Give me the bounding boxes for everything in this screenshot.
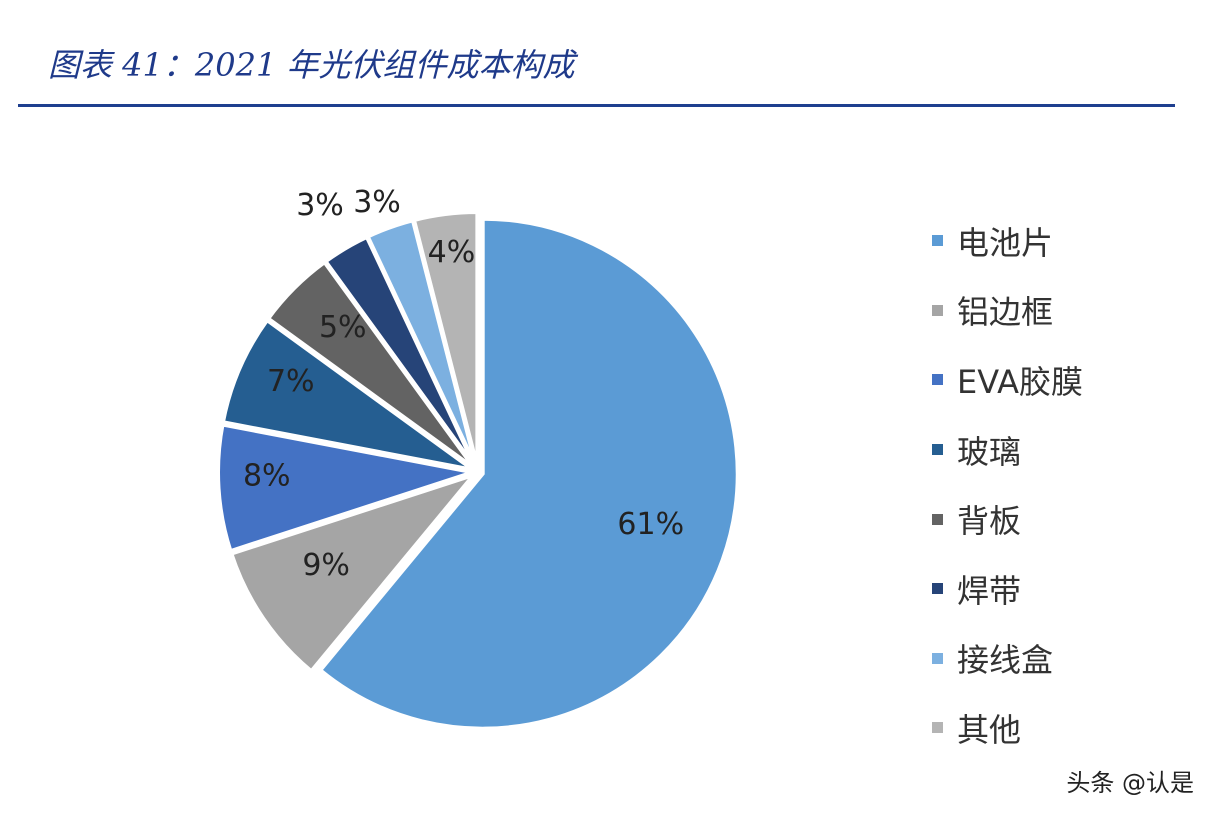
chart-title: 图表 41：2021 年光伏组件成本构成: [48, 46, 575, 84]
data-label-2: 8%: [243, 458, 291, 493]
legend-item: 玻璃: [932, 415, 1083, 485]
title-divider: [18, 104, 1175, 107]
legend-swatch: [932, 722, 943, 734]
legend: 电池片铝边框 EVA胶膜玻璃背板焊带接线盒其他: [932, 206, 1083, 763]
legend-label: 接线盒: [957, 641, 1054, 680]
legend-label: 背板: [957, 502, 1022, 541]
pie-slice-2: [216, 422, 474, 554]
legend-swatch: [932, 583, 943, 595]
pie-slice-3: [220, 317, 475, 472]
legend-swatch: [932, 513, 943, 525]
legend-item: 接线盒: [932, 624, 1083, 694]
legend-label: 其他: [957, 710, 1022, 749]
data-label-1: 9%: [302, 548, 350, 583]
legend-item: 铝边框: [932, 276, 1083, 346]
legend-item: 电池片: [932, 206, 1083, 276]
pie-slice-7: [411, 210, 480, 468]
data-label-7: 4%: [428, 235, 476, 270]
legend-swatch: [932, 374, 943, 386]
data-label-5: 3%: [296, 188, 344, 223]
data-label-3: 7%: [267, 364, 315, 399]
legend-label: 焊带: [957, 571, 1022, 610]
legend-item: 背板: [932, 484, 1083, 554]
legend-swatch: [932, 652, 943, 664]
legend-swatch: [932, 304, 943, 316]
legend-item: 其他: [932, 693, 1083, 763]
data-label-6: 3%: [353, 185, 401, 220]
legend-swatch: [932, 235, 943, 247]
legend-label: EVA胶膜: [957, 362, 1083, 401]
pie-slice-0: [317, 216, 740, 731]
legend-swatch: [932, 444, 943, 456]
legend-label: 铝边框: [957, 293, 1054, 332]
legend-label: 玻璃: [957, 432, 1022, 471]
watermark: 头条 @认是: [1066, 769, 1194, 797]
legend-label: 电池片: [957, 223, 1054, 262]
pie-slice-1: [228, 470, 480, 675]
data-label-4: 5%: [319, 310, 367, 345]
legend-item: 焊带: [932, 554, 1083, 624]
data-label-0: 61%: [617, 507, 684, 542]
legend-item: EVA胶膜: [932, 345, 1083, 415]
